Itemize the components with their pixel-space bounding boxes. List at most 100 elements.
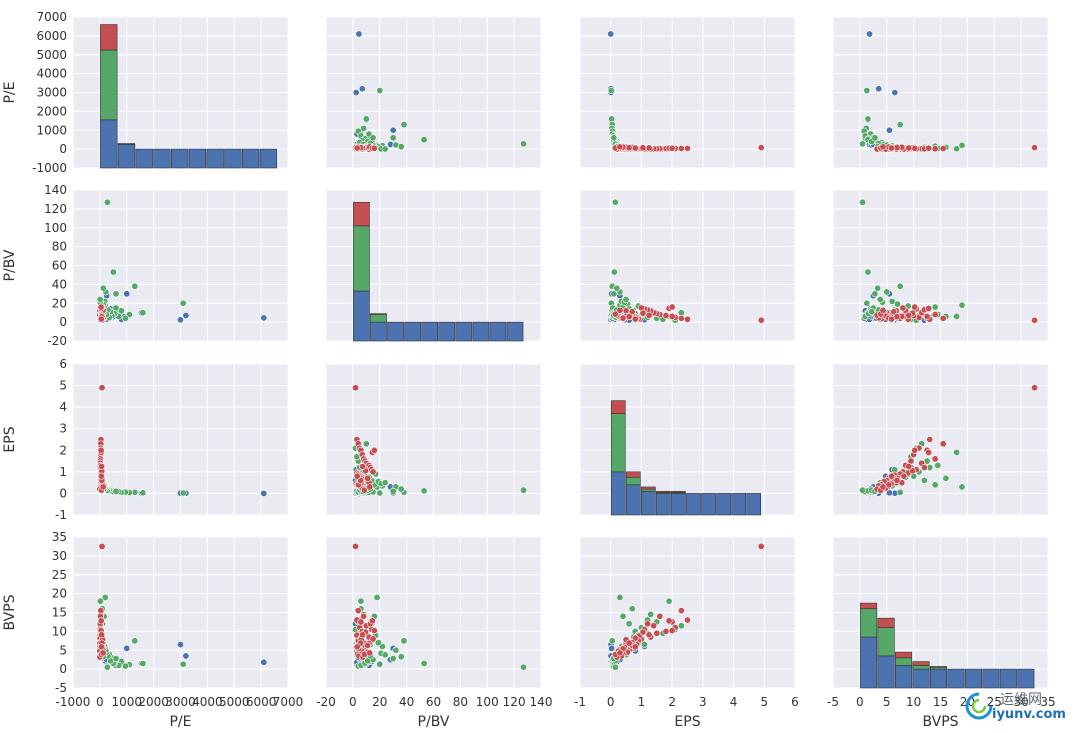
hist-bar-pe — [188, 148, 207, 169]
scatter-point-series-0 — [177, 641, 185, 649]
x-axis-label-eps: EPS — [674, 714, 700, 730]
scatter-point-series-2 — [683, 616, 691, 624]
scatter-point-series-0 — [260, 489, 268, 497]
scatter-point-series-2 — [879, 483, 887, 491]
hist-bar-bvps — [912, 661, 930, 666]
x-tick-label-pbv: 20 — [372, 695, 387, 709]
scatter-point-series-2 — [683, 144, 691, 152]
hist-bar-pbv — [489, 321, 507, 342]
scatter-point-series-1 — [112, 290, 120, 298]
scatter-point-series-1 — [647, 610, 655, 618]
x-tick-label-pbv: 40 — [399, 695, 414, 709]
scatter-point-series-1 — [958, 483, 966, 491]
hist-bar-eps — [671, 490, 686, 493]
hist-bar-eps — [656, 490, 671, 493]
scatter-point-series-2 — [359, 631, 367, 639]
hist-bar-eps — [746, 493, 762, 516]
scatter-point-series-1 — [121, 314, 129, 322]
y-tick-label-pbv: 60 — [52, 259, 67, 273]
hist-bar-bvps — [912, 668, 930, 689]
hist-bar-pe — [153, 148, 171, 169]
scatter-point-series-2 — [370, 627, 378, 635]
scatter-point-series-0 — [866, 30, 874, 38]
scatter-point-series-2 — [98, 384, 106, 392]
x-tick-label-bvps: 25 — [987, 695, 1002, 709]
scatter-point-series-1 — [619, 612, 627, 620]
x-tick-label-pe: 5000 — [219, 695, 250, 709]
scatter-point-series-0 — [182, 652, 190, 660]
scatter-point-series-1 — [868, 308, 876, 316]
scatter-point-series-1 — [958, 301, 966, 309]
y-tick-label-bvps: 35 — [52, 530, 67, 544]
scatter-point-series-1 — [859, 140, 867, 148]
scatter-point-series-1 — [117, 307, 125, 315]
scatter-point-series-1 — [931, 303, 939, 311]
hist-bar-bvps — [982, 668, 1000, 689]
scatter-point-series-1 — [376, 87, 384, 95]
scatter-point-series-2 — [677, 607, 685, 615]
y-tick-label-bvps: -5 — [55, 681, 67, 695]
scatter-point-series-2 — [616, 143, 624, 151]
scatter-point-series-1 — [96, 597, 104, 605]
y-tick-label-pbv: -20 — [47, 334, 67, 348]
hist-bar-pe — [117, 143, 136, 145]
watermark: 运维网 iyunv.com — [960, 687, 1070, 727]
hist-bar-eps — [625, 471, 641, 478]
y-tick-label-pe: -1000 — [32, 161, 67, 175]
scatter-point-series-2 — [885, 481, 893, 489]
hist-bar-pe — [224, 148, 242, 169]
scatter-point-series-2 — [925, 448, 933, 456]
x-tick-label-pbv: 80 — [453, 695, 468, 709]
scatter-point-series-2 — [879, 143, 887, 151]
scatter-point-series-2 — [888, 144, 896, 152]
scatter-point-series-1 — [859, 486, 867, 494]
x-tick-label-eps: 2 — [668, 695, 676, 709]
scatter-point-series-2 — [683, 315, 691, 323]
scatter-point-series-1 — [953, 448, 961, 456]
scatter-point-series-0 — [607, 30, 615, 38]
hist-bar-bvps — [877, 617, 895, 628]
hist-bar-pe — [241, 148, 260, 169]
scatter-point-series-2 — [888, 472, 896, 480]
y-tick-label-eps: 0 — [59, 486, 67, 500]
hist-bar-eps — [625, 484, 641, 516]
scatter-point-series-2 — [920, 464, 928, 472]
y-tick-label-eps: 5 — [59, 379, 67, 393]
hist-bar-pe — [171, 148, 189, 169]
scatter-point-series-1 — [893, 300, 901, 308]
x-tick-label-pe: 0 — [96, 695, 104, 709]
scatter-point-series-0 — [260, 658, 268, 666]
scatter-point-series-1 — [942, 474, 950, 482]
scatter-point-series-2 — [905, 462, 913, 470]
scatter-point-series-2 — [879, 306, 887, 314]
scatter-point-series-1 — [931, 481, 939, 489]
scatter-point-series-2 — [645, 631, 653, 639]
scatter-point-series-1 — [622, 295, 630, 303]
hist-bar-pbv — [438, 321, 456, 342]
x-tick-label-pe: 3000 — [165, 695, 196, 709]
y-tick-label-pe: 4000 — [36, 67, 67, 81]
scatter-point-series-2 — [370, 144, 378, 152]
scatter-point-series-1 — [400, 121, 408, 129]
hist-bar-pbv — [387, 321, 404, 342]
hist-bar-eps — [641, 488, 656, 492]
scatter-point-series-1 — [520, 663, 528, 671]
scatter-point-series-0 — [260, 314, 268, 322]
scatter-point-series-1 — [373, 593, 381, 601]
scatter-point-series-1 — [381, 651, 389, 659]
hist-bar-bvps — [860, 608, 878, 638]
scatter-point-series-2 — [888, 315, 896, 323]
scatter-point-series-2 — [757, 144, 765, 152]
scatter-point-series-1 — [883, 288, 891, 296]
scatter-point-series-1 — [179, 660, 187, 668]
scatter-point-series-1 — [874, 284, 882, 292]
hist-bar-bvps — [877, 655, 895, 689]
x-tick-label-eps: 1 — [638, 695, 646, 709]
hist-bar-pe — [117, 144, 136, 169]
x-tick-label-eps: -1 — [574, 695, 586, 709]
scatter-point-series-2 — [364, 474, 372, 482]
y-tick-label-eps: 3 — [59, 422, 67, 436]
y-tick-label-eps: -1 — [55, 508, 67, 522]
scatter-point-series-1 — [397, 485, 405, 493]
scatter-point-series-1 — [640, 641, 648, 649]
